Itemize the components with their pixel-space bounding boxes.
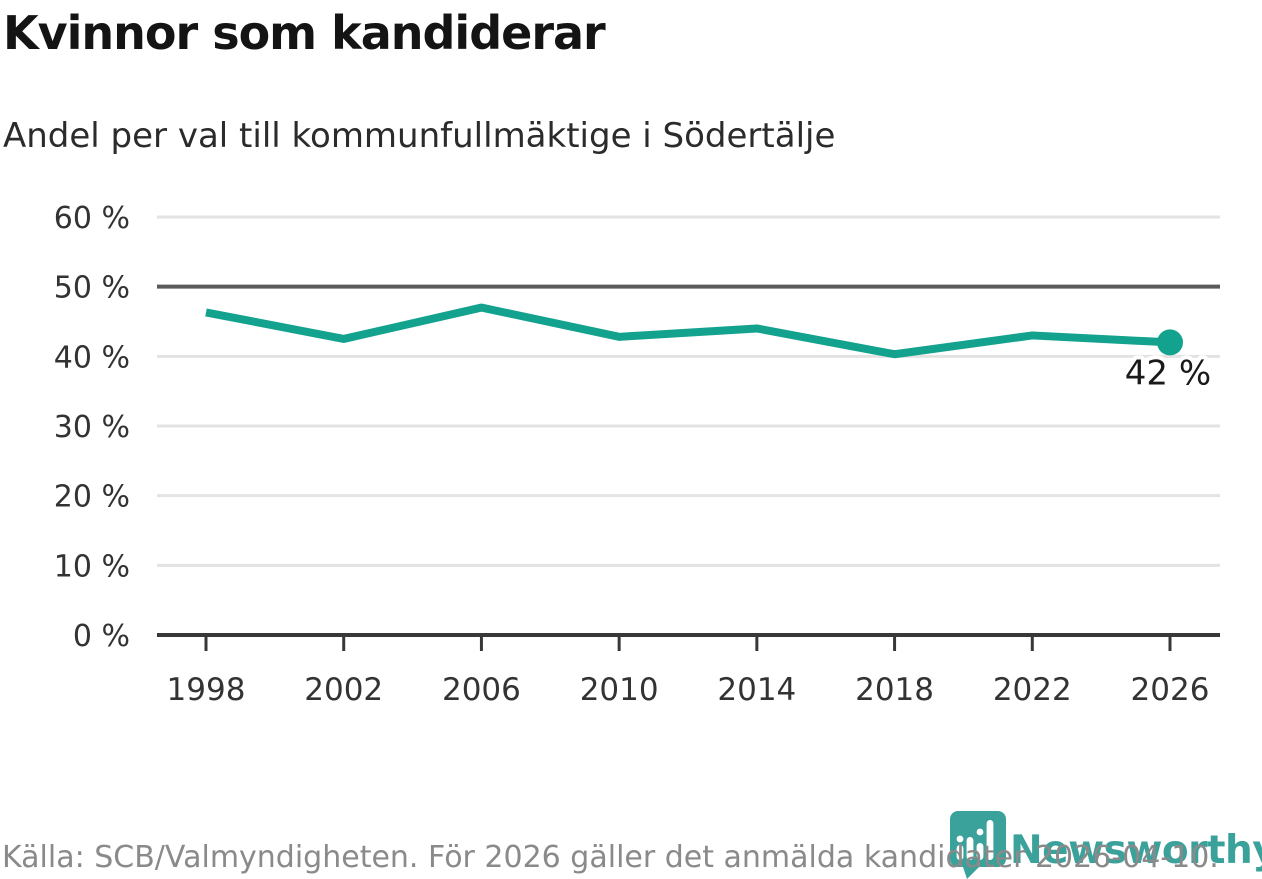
x-tick-label: 2010 [580,672,659,708]
line-chart: 0 % 10 % 20 % 30 % 40 % 50 % 60 % 1998 2002 2006 2… [54,201,1220,708]
x-tick-label: 2014 [717,672,796,708]
source-note: Källa: SCB/Valmyndigheten. För 2026 gäll… [2,840,1219,875]
x-tick-label: 2006 [442,672,521,708]
x-tick-label: 2002 [304,672,383,708]
newsworthy-wordmark: Newsworthy [1010,828,1262,873]
data-line [205,303,1171,359]
y-tick-label: 10 % [54,549,130,584]
newsworthy-logo-icon [950,811,1006,879]
y-tick-label: 20 % [54,480,130,515]
y-tick-label: 30 % [54,410,130,445]
x-tick-label: 2022 [993,672,1072,708]
end-point-label: 42 % [1125,353,1211,393]
page-title: Kvinnor som kandiderar [3,6,606,60]
x-tick-label: 2026 [1131,672,1210,708]
end-point-marker [1157,329,1183,356]
y-tick-label: 0 % [73,619,130,654]
chart-subtitle: Andel per val till kommunfullmäktige i S… [3,116,836,156]
x-tick-label: 1998 [167,672,246,708]
y-tick-label: 50 % [54,271,130,306]
y-tick-label: 40 % [54,340,130,375]
y-tick-label: 60 % [54,201,130,236]
x-tick-label: 2018 [855,672,934,708]
